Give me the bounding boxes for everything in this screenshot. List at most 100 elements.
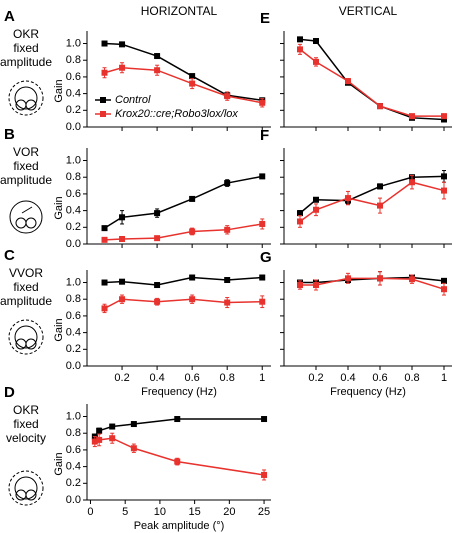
marker bbox=[91, 438, 98, 445]
marker bbox=[259, 173, 266, 180]
marker bbox=[377, 275, 383, 282]
panel-letter: D bbox=[4, 384, 15, 401]
y-tick-label: 0.4 bbox=[66, 88, 81, 100]
marker bbox=[259, 274, 266, 281]
y-tick-label: 0.2 bbox=[66, 477, 81, 489]
marker bbox=[409, 113, 415, 120]
x-tick-label: 1 bbox=[259, 372, 265, 384]
marker bbox=[441, 116, 447, 123]
marker bbox=[261, 416, 268, 423]
x-tick-label: 0.2 bbox=[308, 372, 323, 384]
row-label: amplitude bbox=[0, 294, 52, 308]
panel-letter: C bbox=[4, 247, 15, 264]
marker bbox=[119, 235, 126, 242]
row-label: fixed bbox=[13, 280, 38, 294]
marker bbox=[101, 225, 108, 232]
marker bbox=[297, 210, 303, 217]
x-tick-label: 0.6 bbox=[372, 372, 387, 384]
marker bbox=[130, 445, 137, 452]
series-line bbox=[104, 42, 263, 102]
row-label: fixed bbox=[13, 41, 38, 55]
x-axis-label: Frequency (Hz) bbox=[141, 386, 217, 398]
y-tick-label: 1.0 bbox=[66, 410, 81, 422]
marker bbox=[259, 220, 266, 227]
y-tick-label: 1.0 bbox=[66, 154, 81, 166]
y-tick-label: 0.0 bbox=[66, 360, 81, 372]
column-title: HORIZONTAL bbox=[141, 4, 218, 18]
marker bbox=[119, 64, 126, 71]
marker bbox=[345, 195, 351, 202]
marker bbox=[101, 69, 108, 76]
row-label: VOR bbox=[13, 145, 39, 159]
marker bbox=[189, 228, 196, 235]
marker bbox=[119, 296, 126, 303]
y-tick-label: 1.0 bbox=[66, 37, 81, 49]
marker bbox=[154, 53, 161, 60]
y-tick-label: 0.8 bbox=[66, 427, 81, 439]
series-line bbox=[299, 38, 445, 121]
x-tick-label: 1 bbox=[441, 372, 447, 384]
row-label: VVOR bbox=[9, 266, 43, 280]
y-axis-label: Gain bbox=[53, 196, 65, 219]
marker bbox=[154, 210, 161, 217]
marker bbox=[313, 196, 319, 203]
marker bbox=[96, 436, 103, 443]
x-tick-label: 0.8 bbox=[220, 372, 235, 384]
y-tick-label: 0.8 bbox=[66, 171, 81, 183]
marker bbox=[101, 236, 108, 243]
marker bbox=[297, 218, 303, 225]
marker bbox=[189, 296, 196, 303]
marker bbox=[224, 93, 231, 100]
x-tick-label: 0.4 bbox=[149, 372, 164, 384]
marker bbox=[154, 298, 161, 305]
marker bbox=[409, 179, 415, 186]
marker bbox=[224, 277, 231, 284]
y-tick-label: 0.8 bbox=[66, 54, 81, 66]
x-tick-label: 25 bbox=[258, 506, 270, 518]
panel-letter: B bbox=[4, 126, 15, 143]
marker bbox=[101, 305, 108, 312]
marker bbox=[119, 278, 126, 285]
x-tick-label: 20 bbox=[223, 506, 235, 518]
marker bbox=[297, 282, 303, 289]
x-tick-label: 0.8 bbox=[404, 372, 419, 384]
series-line bbox=[104, 175, 263, 229]
series-line bbox=[300, 277, 445, 290]
marker bbox=[109, 435, 116, 442]
marker bbox=[377, 202, 383, 209]
series-line bbox=[94, 437, 265, 476]
marker bbox=[441, 113, 447, 120]
legend-marker bbox=[100, 97, 106, 103]
marker bbox=[96, 427, 103, 434]
panel-letter: A bbox=[4, 8, 15, 25]
marker bbox=[101, 40, 108, 47]
y-tick-label: 0.6 bbox=[66, 71, 81, 83]
y-tick-label: 0.4 bbox=[66, 327, 81, 339]
x-tick-label: 0.4 bbox=[340, 372, 355, 384]
marker bbox=[313, 206, 319, 213]
marker bbox=[377, 183, 383, 190]
marker bbox=[119, 41, 126, 48]
marker bbox=[189, 195, 196, 202]
marker bbox=[297, 36, 303, 43]
legend-label: Krox20::cre;Robo3lox/lox bbox=[115, 108, 238, 120]
series-line bbox=[299, 181, 445, 223]
y-tick-label: 0.0 bbox=[66, 238, 81, 250]
marker bbox=[224, 226, 231, 233]
marker bbox=[174, 416, 181, 423]
row-label: amplitude bbox=[0, 173, 52, 187]
x-tick-label: 0 bbox=[87, 506, 93, 518]
marker bbox=[174, 458, 181, 465]
y-tick-label: 0.8 bbox=[66, 293, 81, 305]
series-line bbox=[104, 298, 263, 310]
row-label: OKR bbox=[13, 403, 39, 417]
marker bbox=[154, 282, 161, 289]
marker bbox=[441, 277, 447, 284]
x-tick-label: 0.6 bbox=[184, 372, 199, 384]
panel-letter: E bbox=[260, 10, 270, 27]
marker bbox=[409, 276, 415, 283]
series-line bbox=[299, 48, 444, 117]
marker bbox=[154, 67, 161, 74]
marker bbox=[224, 180, 231, 187]
